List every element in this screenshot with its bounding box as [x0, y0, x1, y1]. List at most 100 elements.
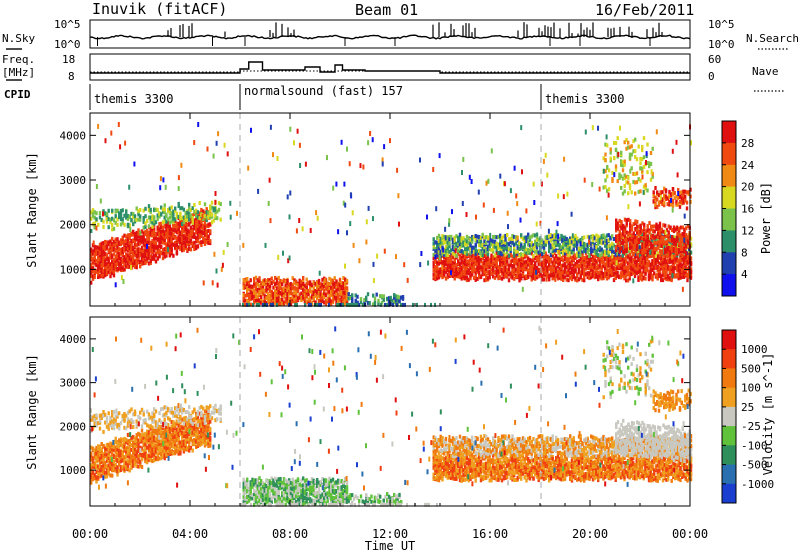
power-cell	[323, 284, 326, 288]
power-cell	[671, 203, 675, 208]
power-cell	[132, 261, 135, 266]
power-cell	[688, 260, 691, 265]
power-cell	[436, 266, 439, 271]
power-cell	[623, 251, 626, 256]
power-cell	[565, 277, 568, 282]
power-cell	[242, 278, 245, 283]
power-cell	[668, 269, 672, 274]
power-cell	[165, 227, 168, 232]
power-cell	[302, 290, 305, 295]
power-cell	[471, 272, 474, 277]
power-cell	[291, 283, 294, 288]
power-cell	[396, 298, 399, 303]
power-cell	[600, 276, 603, 281]
power-cell	[635, 270, 638, 274]
power-cell	[118, 266, 121, 271]
power-cell	[623, 259, 626, 264]
power-cell	[549, 265, 553, 269]
power-cell	[507, 272, 511, 277]
power-cell	[107, 256, 110, 261]
power-cell	[664, 223, 667, 228]
power-cell	[161, 220, 165, 225]
power-cell	[314, 281, 317, 286]
power-cell	[644, 260, 647, 265]
power-cell	[546, 272, 549, 276]
power-cell	[450, 234, 453, 239]
power-cell	[126, 233, 130, 238]
power-cell	[316, 289, 319, 294]
power-cell	[664, 188, 668, 193]
power-cell	[268, 280, 272, 285]
power-cell	[209, 204, 212, 209]
power-cell	[163, 238, 166, 243]
power-cell	[579, 260, 582, 265]
power-cell	[170, 211, 173, 216]
power-cell	[212, 206, 215, 211]
power-cell	[172, 233, 175, 238]
power-cell	[179, 216, 182, 221]
power-cell	[509, 252, 512, 257]
power-cell	[111, 259, 114, 264]
power-cell	[486, 252, 490, 257]
power-cell	[486, 276, 490, 281]
power-cell	[354, 298, 357, 303]
power-cell	[492, 274, 495, 279]
power-cell	[481, 264, 484, 269]
power-cell	[495, 272, 498, 277]
power-cell	[167, 236, 170, 241]
power-cell	[570, 273, 574, 278]
power-cell	[181, 238, 184, 243]
power-cell	[121, 240, 124, 245]
power-cell	[488, 265, 491, 269]
power-cell	[184, 231, 187, 236]
power-cell	[574, 261, 577, 266]
power-cell	[479, 256, 483, 261]
power-cell	[345, 286, 349, 291]
power-cell	[567, 270, 570, 275]
power-cell	[268, 297, 272, 302]
power-cell	[611, 177, 614, 181]
power-cell	[296, 296, 300, 301]
power-cell	[626, 254, 630, 259]
power-cell	[570, 270, 574, 274]
power-cell	[677, 258, 680, 263]
power-cell	[541, 264, 544, 269]
power-cell	[302, 276, 305, 280]
power-cell	[188, 211, 191, 216]
power-cell	[274, 292, 277, 296]
power-cell	[111, 255, 114, 260]
power-cell	[109, 274, 112, 279]
power-cell	[137, 212, 140, 217]
power-cell	[651, 146, 654, 151]
power-cell	[210, 220, 214, 225]
power-cell	[104, 265, 107, 270]
power-cell	[137, 231, 140, 236]
power-cell	[481, 255, 484, 260]
power-cell	[135, 265, 138, 270]
power-cell	[658, 266, 661, 270]
power-cell	[560, 270, 563, 275]
power-cell	[612, 258, 616, 263]
power-cell	[102, 256, 105, 261]
power-cell	[441, 241, 444, 246]
power-cell	[497, 265, 500, 270]
power-cell	[679, 271, 682, 276]
power-cell	[518, 258, 521, 263]
power-cell	[102, 263, 105, 268]
power-cell	[451, 237, 455, 242]
power-cell	[161, 230, 165, 235]
power-cell	[175, 250, 179, 255]
power-cell	[542, 263, 546, 268]
power-cell	[97, 263, 100, 267]
power-cell	[114, 237, 117, 242]
power-cell	[100, 252, 103, 257]
power-cell	[602, 255, 605, 260]
power-cell	[165, 233, 168, 238]
power-cell	[528, 271, 532, 276]
power-cell	[434, 249, 437, 254]
power-cell	[434, 265, 437, 269]
power-cell	[469, 263, 472, 268]
power-cell	[436, 240, 439, 245]
power-cell	[667, 230, 670, 235]
power-cell	[628, 261, 631, 266]
